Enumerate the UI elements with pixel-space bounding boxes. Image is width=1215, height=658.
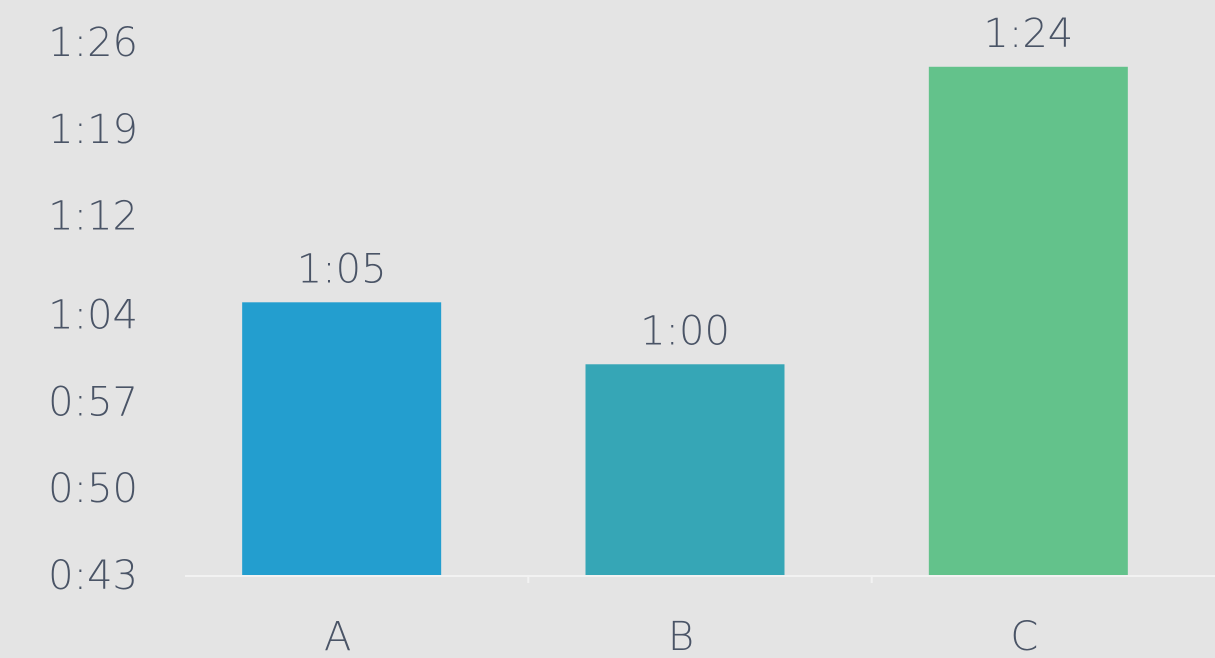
y-tick-label: 1:19 — [48, 107, 138, 153]
y-tick-label: 0:57 — [48, 379, 138, 425]
x-tick-label-c: C — [1010, 614, 1038, 658]
bar-b — [585, 364, 785, 575]
data-label-c: 1:24 — [983, 11, 1073, 57]
bars — [242, 66, 1128, 575]
bar-a — [242, 302, 442, 575]
y-tick-label: 1:04 — [48, 293, 138, 339]
x-tick-label-b: B — [668, 614, 694, 658]
data-label-b: 1:00 — [640, 308, 730, 354]
x-tick-label-a: A — [324, 614, 351, 658]
bar-c — [928, 66, 1128, 575]
y-tick-label: 1:12 — [48, 194, 138, 240]
category-labels: A B C — [324, 614, 1038, 658]
y-tick-label: 1:26 — [48, 20, 138, 66]
data-label-a: 1:05 — [297, 246, 387, 292]
y-tick-label: 0:50 — [48, 466, 138, 512]
y-tick-label: 0:43 — [48, 553, 138, 599]
value-labels: 1:05 1:00 1:24 — [297, 11, 1073, 354]
x-axis — [185, 575, 1215, 583]
y-axis: 0:43 0:50 0:57 1:04 1:12 1:19 1:26 — [48, 20, 138, 599]
